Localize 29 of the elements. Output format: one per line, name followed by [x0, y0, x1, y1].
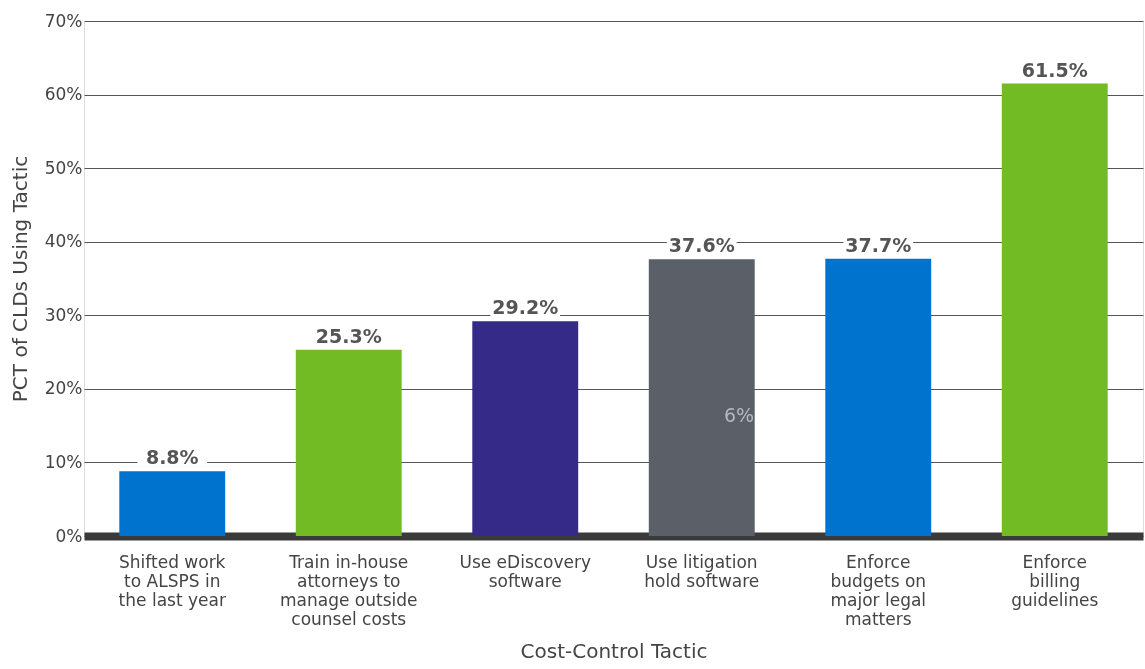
- bar: [295, 349, 402, 536]
- x-tick-label: Enforce budgets on major legal matters: [830, 551, 927, 629]
- annotation: 6%: [723, 404, 755, 426]
- bar: [119, 471, 226, 536]
- data-label: 29.2%: [492, 296, 559, 319]
- data-label: 61.5%: [1021, 58, 1088, 81]
- bar: [1001, 83, 1108, 536]
- data-label: 37.7%: [845, 233, 912, 256]
- data-label: 37.6%: [668, 234, 735, 257]
- y-tick-label: 20%: [44, 378, 83, 399]
- x-axis-title: Cost-Control Tactic: [520, 638, 708, 663]
- y-tick-label: 60%: [44, 84, 83, 105]
- bar: [648, 259, 755, 536]
- bar: [472, 321, 579, 536]
- y-axis-title: PCT of CLDs Using Tactic: [7, 155, 32, 403]
- y-tick-label: 0%: [55, 525, 83, 546]
- y-tick-label: 30%: [44, 304, 83, 325]
- data-label: 8.8%: [145, 446, 199, 469]
- x-tick-label: Enforce billing guidelines: [1011, 551, 1099, 610]
- x-tick-label: Shifted work to ALSPS in the last year: [118, 551, 226, 610]
- bar: [825, 258, 932, 536]
- data-label: 25.3%: [315, 324, 382, 347]
- x-tick-label: Use litigation hold software: [644, 551, 760, 591]
- y-tick-label: 50%: [44, 157, 83, 178]
- y-tick-label: 40%: [44, 231, 83, 252]
- y-tick-label: 10%: [44, 451, 83, 472]
- x-tick-label: Train in-house attorneys to manage outside counsel costs: [280, 551, 418, 629]
- y-tick-label: 70%: [44, 10, 83, 31]
- x-tick-label: Use eDiscovery software: [459, 551, 592, 591]
